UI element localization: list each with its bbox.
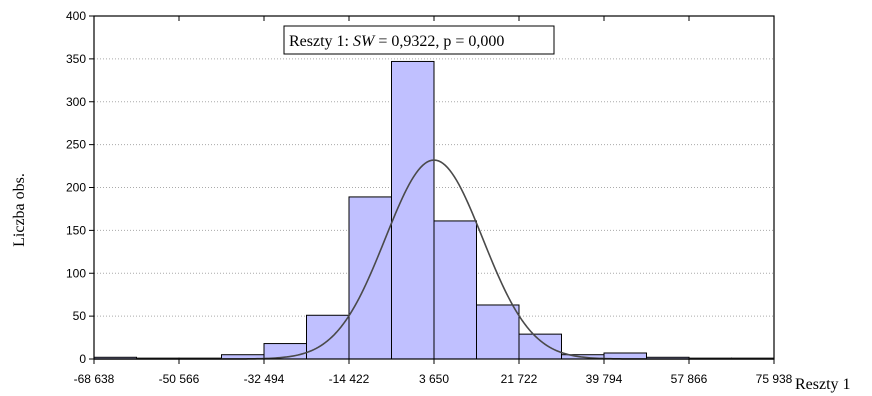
y-tick-label: 350 — [66, 52, 86, 66]
x-tick-label: 21 722 — [501, 372, 538, 386]
x-tick-label: -68 638 — [74, 372, 115, 386]
y-tick-label: 300 — [66, 95, 86, 109]
y-tick-label: 200 — [66, 181, 86, 195]
stat-legend: Reszty 1: SW = 0,9322, p = 0,000 — [283, 25, 555, 55]
stat-value: = 0,9322, — [374, 33, 443, 50]
y-axis-title: Liczba obs. — [11, 173, 28, 247]
y-tick-label: 0 — [79, 352, 86, 366]
y-tick-label: 150 — [66, 223, 86, 237]
x-axis-title: Reszty 1 — [795, 376, 851, 393]
stat-legend-text: Reszty 1: SW = 0,9322, p = 0,000 — [289, 33, 504, 50]
histogram-bar — [433, 220, 477, 360]
stat-name: SW — [353, 33, 376, 50]
histogram-bar — [518, 333, 562, 360]
x-tick-label: -14 422 — [329, 372, 370, 386]
histogram-bar — [476, 304, 520, 360]
x-tick-label: -32 494 — [244, 372, 285, 386]
y-tick-label: 100 — [66, 266, 86, 280]
stat-p-value: p = 0,000 — [443, 33, 504, 50]
bars — [93, 60, 775, 360]
histogram-bar — [391, 60, 435, 360]
y-axis: 0 50 100 150 200 250 300 350 400 — [66, 9, 94, 366]
stat-series-label: Reszty 1: — [289, 33, 353, 50]
x-tick-label: -50 566 — [159, 372, 200, 386]
y-tick-label: 50 — [73, 309, 87, 323]
stat-legend-box — [283, 25, 555, 55]
x-tick-label: 57 866 — [671, 372, 708, 386]
histogram-bar — [348, 196, 392, 360]
y-tick-label: 250 — [66, 138, 86, 152]
x-axis: -68 638 -50 566 -32 494 -14 422 3 650 21 722 3… — [74, 16, 793, 386]
x-tick-label: 39 794 — [586, 372, 623, 386]
x-tick-label: 75 938 — [756, 372, 793, 386]
y-tick-label: 400 — [66, 9, 86, 23]
histogram-bar — [306, 314, 350, 360]
x-tick-label: 3 650 — [419, 372, 449, 386]
